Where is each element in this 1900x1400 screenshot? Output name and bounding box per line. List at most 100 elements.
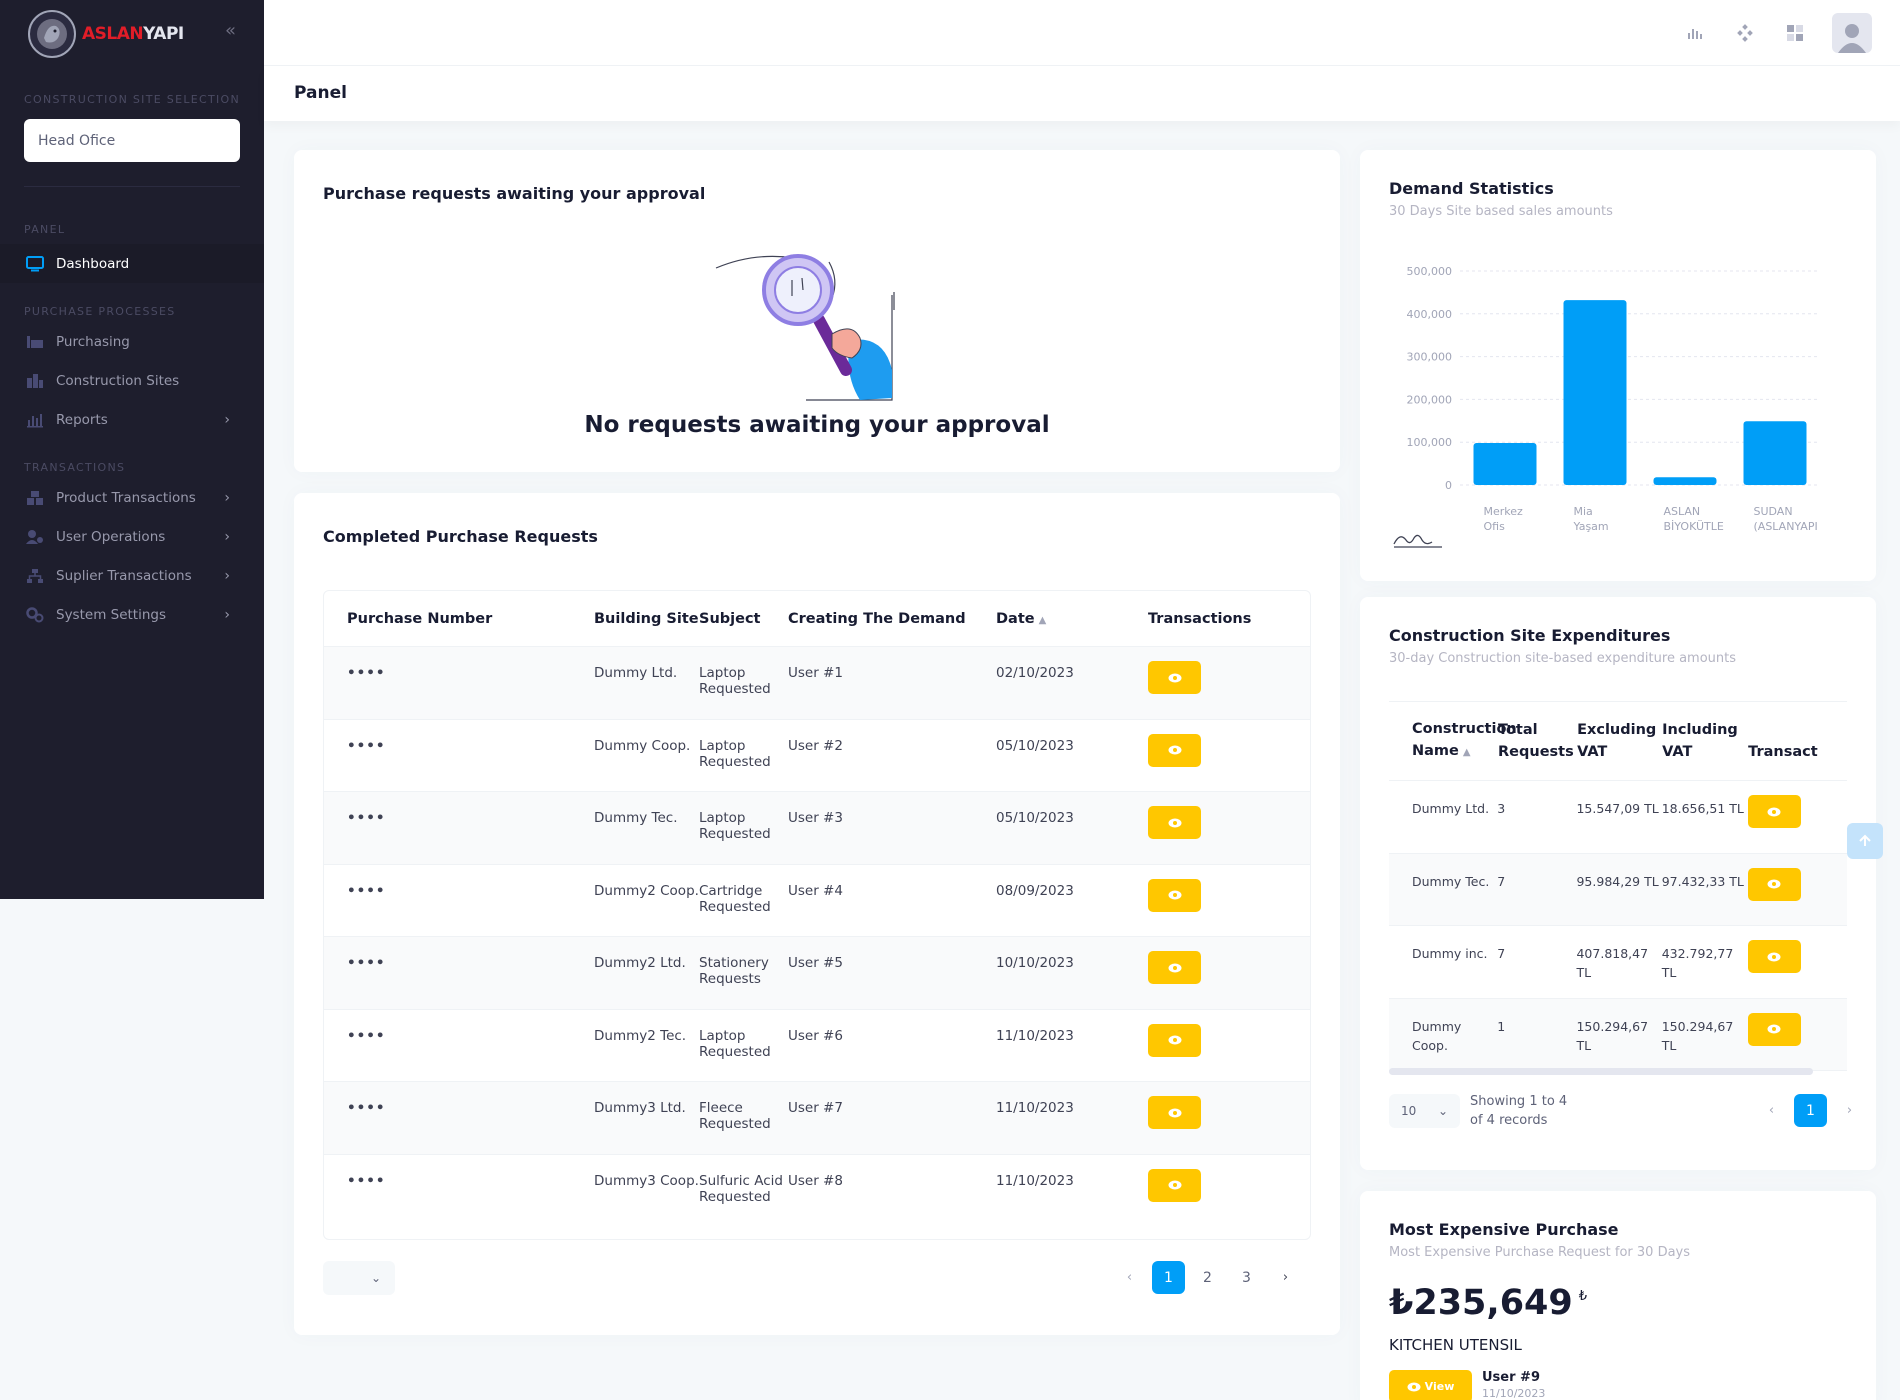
view-button[interactable] [1148, 661, 1201, 694]
col-transactions[interactable]: Transactions [1148, 610, 1252, 627]
col-date[interactable]: Date ▲ [996, 611, 1148, 627]
x-tick-label: ASLAN [1664, 505, 1701, 518]
top-header [264, 0, 1900, 66]
table-body: •••• Dummy Ltd. Laptop Requested User #1 02/… [324, 647, 1310, 1239]
sidebar-item-dashboard[interactable]: Dashboard [0, 244, 264, 283]
sidebar-item-label: Product Transactions [56, 489, 196, 506]
sparkline-icon [1393, 534, 1442, 548]
building-icon [24, 372, 46, 390]
bar-chart-icon[interactable] [1682, 20, 1708, 46]
cell-incl: 97.432,33 TL [1661, 873, 1744, 889]
horizontal-scrollbar[interactable] [1389, 1068, 1813, 1075]
view-button[interactable] [1747, 795, 1801, 828]
chevron-right-icon: › [224, 567, 230, 584]
col-subject[interactable]: Subject [699, 610, 761, 627]
diamond-grid-icon[interactable] [1732, 20, 1758, 46]
sort-up-icon: ▲ [1462, 747, 1471, 758]
completed-requests-card: Completed Purchase Requests Purchase Num… [294, 493, 1340, 1335]
prev-page-button[interactable]: ‹ [1126, 1270, 1133, 1285]
view-button[interactable] [1747, 940, 1801, 973]
demand-bar-chart: 0 100,000 200,000 300,000 400,000 500,000 Merk… [1407, 265, 1820, 533]
page-button-1[interactable]: 1 [1152, 1261, 1185, 1294]
demand-subtitle: 30 Days Site based sales amounts [1389, 204, 1613, 219]
chart-bar[interactable] [1473, 443, 1537, 485]
page-button-2[interactable]: 2 [1203, 1269, 1212, 1286]
col-building-site[interactable]: Building Site [594, 610, 699, 627]
x-tick-label: Mia [1574, 505, 1593, 518]
chart-bar[interactable] [1563, 300, 1627, 485]
cell-user: User #5 [788, 955, 843, 971]
sidebar-item-user-operations[interactable]: User Operations › [0, 517, 264, 556]
chevron-right-icon: › [224, 411, 230, 428]
y-tick-label: 200,000 [1407, 393, 1453, 406]
view-button[interactable] [1148, 951, 1201, 984]
brand-name: ASLANYAPI [82, 23, 184, 44]
view-button[interactable] [1747, 867, 1801, 901]
sidebar-item-label: Dashboard [56, 255, 130, 272]
sidebar-item-label: Reports [56, 411, 108, 428]
sidebar-item-system-settings[interactable]: System Settings › [0, 595, 264, 634]
scroll-to-top-button[interactable] [1847, 823, 1883, 859]
page-button-3[interactable]: 3 [1242, 1269, 1251, 1286]
view-button[interactable] [1148, 1096, 1201, 1129]
eye-icon [1407, 1382, 1421, 1391]
cell-subject: Sulfuric Acid Requested [699, 1172, 783, 1205]
cell-user: User #6 [788, 1027, 843, 1044]
eye-icon [1168, 1180, 1181, 1190]
chevron-right-icon: › [224, 606, 230, 623]
chart-bar[interactable] [1653, 477, 1717, 485]
completed-title: Completed Purchase Requests [323, 527, 598, 546]
page-button-1[interactable]: 1 [1794, 1094, 1827, 1127]
sidebar-item-supplier-transactions[interactable]: Suplier Transactions › [0, 556, 264, 595]
boxes-icon [24, 489, 46, 507]
view-button[interactable] [1148, 1023, 1201, 1057]
cell-site: Dummy2 Coop. [594, 882, 699, 899]
cell-date: 10/10/2023 [996, 955, 1074, 971]
next-page-button[interactable]: › [1846, 1103, 1853, 1118]
col-creating-demand[interactable]: Creating The Demand [788, 610, 966, 627]
next-page-button[interactable]: › [1282, 1270, 1289, 1285]
view-purchase-button[interactable]: View [1389, 1370, 1472, 1400]
page-size-select[interactable]: 10 ⌄ [1389, 1094, 1460, 1128]
col-purchase-number[interactable]: Purchase Number [347, 610, 493, 627]
sidebar-item-purchasing[interactable]: Purchasing [0, 322, 264, 361]
eye-icon [1168, 745, 1181, 755]
view-button[interactable] [1148, 806, 1201, 839]
lion-logo-icon [28, 9, 76, 58]
cell-site: Dummy Ltd. [594, 665, 678, 681]
sidebar-item-construction-sites[interactable]: Construction Sites [0, 361, 264, 400]
view-button[interactable] [1148, 733, 1201, 767]
sidebar-item-product-transactions[interactable]: Product Transactions › [0, 478, 264, 517]
col-including-vat[interactable]: Including VAT [1662, 722, 1738, 760]
approval-title: Purchase requests awaiting your approval [323, 184, 706, 203]
col-excluding-vat[interactable]: Excluding VAT [1577, 722, 1657, 760]
cell-site: Dummy Coop. [594, 737, 691, 754]
cell-number: •••• [347, 1027, 386, 1044]
site-select[interactable]: Head Ofice [24, 119, 240, 162]
chevron-down-icon: ⌄ [1437, 1104, 1448, 1118]
y-tick-label: 100,000 [1407, 436, 1453, 449]
chart-bar[interactable] [1743, 421, 1807, 485]
eye-icon [1767, 879, 1781, 889]
col-total-requests[interactable]: Total Requests [1498, 722, 1574, 760]
user-gear-icon [24, 528, 46, 546]
eye-icon [1767, 807, 1781, 816]
col-construction-name[interactable]: Construction Name ▲ [1389, 718, 1517, 764]
view-button[interactable] [1148, 1168, 1201, 1202]
cell-number: •••• [347, 665, 386, 681]
col-transactions[interactable]: Transact [1748, 744, 1818, 760]
user-avatar[interactable] [1832, 13, 1872, 53]
apps-grid-icon[interactable] [1782, 20, 1808, 46]
sidebar-item-reports[interactable]: Reports › [0, 400, 264, 439]
cell-date: 08/09/2023 [996, 882, 1074, 899]
cell-excl: 15.547,09 TL [1576, 801, 1659, 816]
cell-subject: Fleece Requested [699, 1100, 771, 1132]
view-button[interactable] [1148, 878, 1201, 912]
collapse-sidebar-icon[interactable]: « [224, 20, 236, 41]
view-button[interactable] [1747, 1012, 1801, 1046]
price-currency: ₺ [1578, 1289, 1588, 1304]
cell-total: 7 [1497, 873, 1506, 889]
cell-number: •••• [347, 955, 386, 971]
page-size-select[interactable]: ⌄ [323, 1261, 395, 1295]
prev-page-button[interactable]: ‹ [1768, 1103, 1775, 1118]
